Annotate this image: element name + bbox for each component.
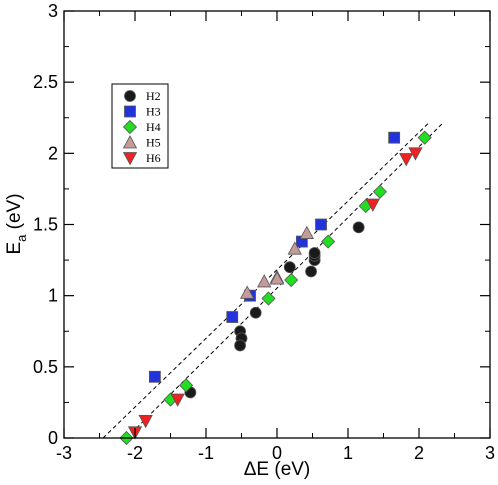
x-tick-label: 2 (414, 443, 424, 463)
y-tick-label: 2.5 (33, 72, 58, 92)
data-point-h2 (308, 247, 321, 259)
data-point-h6 (138, 415, 153, 429)
legend-marker-h3 (124, 105, 136, 118)
data-point-h5 (269, 271, 285, 285)
data-point-h6 (170, 393, 185, 407)
legend-label-h6: H6 (146, 151, 161, 165)
legend-label-h4: H4 (146, 120, 161, 134)
legend-marker-h6 (122, 152, 138, 166)
data-point-h4 (261, 291, 276, 306)
legend-marker-h4 (122, 119, 138, 135)
y-tick-label: 1.5 (33, 215, 58, 235)
y-tick-label: 3 (48, 1, 58, 21)
data-point-h4 (179, 378, 194, 393)
y-axis-title-unit: (eV) (4, 193, 25, 234)
x-tick-label: -2 (127, 443, 143, 463)
plot-frame (63, 10, 491, 439)
data-point-h5 (299, 225, 314, 239)
y-tick-label: 1 (48, 286, 58, 306)
y-axis-title: Ea (eV) (4, 193, 29, 254)
data-point-h2 (234, 339, 246, 352)
x-axis-title: ΔE (eV) (244, 459, 311, 480)
x-tick-label: 3 (485, 443, 495, 463)
legend-label-h2: H2 (146, 89, 161, 103)
data-point-h3 (388, 131, 401, 144)
data-point-h6 (365, 198, 381, 212)
legend-marker-h2 (124, 90, 136, 102)
data-point-h2 (249, 306, 262, 319)
data-point-h5 (257, 274, 272, 288)
data-point-h2 (305, 265, 317, 278)
data-point-h2 (352, 221, 365, 234)
data-point-h4 (321, 234, 336, 249)
data-point-h6 (399, 153, 414, 167)
data-point-h4 (417, 130, 432, 145)
x-tick-label: 1 (343, 443, 353, 463)
data-point-h6 (408, 147, 423, 161)
data-point-h3 (148, 370, 161, 383)
y-tick-label: 0 (48, 428, 58, 448)
data-point-h2 (283, 261, 296, 274)
data-point-h4 (284, 272, 299, 288)
legend-box (111, 83, 169, 169)
y-axis-title-subscript: a (14, 234, 29, 242)
legend-label-h5: H5 (146, 136, 161, 150)
axis-ticks (63, 10, 491, 439)
data-point-h3 (315, 218, 327, 231)
data-point-h5 (287, 241, 302, 255)
x-tick-label: 0 (272, 443, 282, 463)
x-tick-label: -3 (56, 443, 72, 463)
data-point-h4 (372, 184, 388, 199)
data-points (119, 130, 432, 446)
fit-line (126, 121, 445, 439)
tick-labels: -3 -2 -1 0 1 2 3 0 0.5 1 1.5 2 2.5 3 (33, 1, 495, 463)
x-tick-label: -1 (198, 443, 214, 463)
data-point-h3 (226, 311, 239, 323)
data-point-h5 (240, 285, 255, 299)
legend-marker-h5 (122, 135, 138, 149)
y-axis-title-main: E (4, 242, 25, 255)
y-tick-label: 0.5 (33, 357, 58, 377)
legend-label-h3: H3 (146, 105, 161, 119)
y-tick-label: 2 (48, 143, 58, 163)
